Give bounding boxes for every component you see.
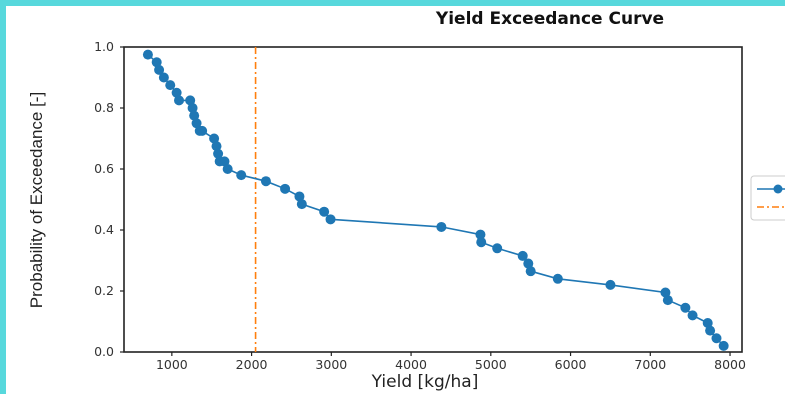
series-line [147,53,725,347]
data-point [211,141,222,152]
data-point [660,287,671,298]
data-point [711,333,722,344]
data-point [260,176,271,187]
x-tick-label: 5000 [475,357,507,372]
y-tick-label: 0.4 [94,222,114,237]
chart-title: Yield Exceedance Curve [435,9,664,29]
data-point [687,310,698,321]
data-point [702,318,713,329]
data-point [197,125,208,136]
data-point [154,64,165,75]
y-tick-label: 1.0 [94,39,114,54]
data-point [171,87,182,98]
data-point [680,302,691,313]
y-axis-label: Probability of Exceedance [-] [27,92,46,308]
legend [750,175,785,221]
y-tick-label: 0.6 [94,161,114,176]
data-point [552,273,563,284]
x-tick-label: 2000 [236,357,268,372]
x-tick-label: 7000 [634,357,666,372]
data-point [436,221,447,232]
data-point [191,118,202,129]
data-point [475,229,486,240]
data-point [222,164,233,174]
x-tick-label: 4000 [395,357,427,372]
data-point [280,183,291,194]
data-point [319,206,330,217]
x-tick-label: 1000 [156,357,188,372]
data-point [185,95,196,106]
data-point [523,258,534,269]
series-layer [142,49,729,351]
data-point [189,110,200,121]
data-point [219,156,230,167]
data-point [662,295,673,306]
figure-frame [6,6,785,394]
data-point [492,243,503,254]
data-point [187,103,198,113]
data-point [476,237,487,248]
data-point [296,199,307,210]
data-point [294,191,305,202]
data-point [718,340,729,351]
data-point [525,266,536,277]
data-point [151,57,162,68]
data-point [158,72,169,83]
data-point [517,250,528,261]
y-tick-label: 0.8 [94,100,114,115]
axes: 1000 2000 3000 4000 5000 6000 7000 8000 0.0 0.2 0.… [94,39,746,372]
data-point [705,325,716,336]
data-point [325,214,336,225]
data-point [142,49,153,60]
data-point [209,133,220,144]
x-axis-label: Yield [kg/ha] [371,372,479,392]
data-point [174,95,185,106]
plot-frame [123,46,743,353]
x-tick-label: 6000 [555,357,587,372]
y-tick-label: 0.0 [94,344,114,359]
data-point [605,279,616,290]
x-tick-label: 8000 [714,357,746,372]
legend-series-marker [773,184,783,194]
data-point [165,80,176,91]
x-tick-label: 3000 [315,357,347,372]
data-point [236,170,247,181]
legend-box [750,175,785,221]
data-point [213,148,224,159]
y-tick-label: 0.2 [94,283,114,298]
